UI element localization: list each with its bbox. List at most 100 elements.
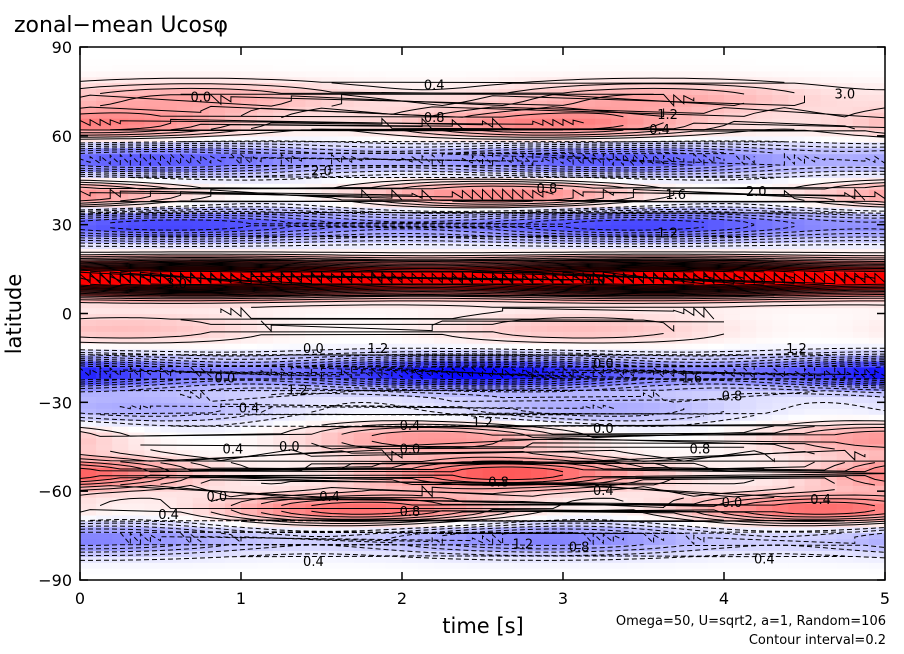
heatmap-cell: [498, 58, 516, 66]
heatmap-cell: [772, 372, 789, 380]
positive-contour: [80, 331, 664, 339]
heatmap-cell: [96, 159, 113, 167]
heatmap-cell: [192, 123, 210, 131]
heatmap-cell: [434, 473, 451, 480]
heatmap-cell: [659, 319, 677, 326]
heatmap-cell: [659, 165, 677, 172]
heatmap-cell: [659, 277, 677, 285]
heatmap-cell: [546, 550, 564, 557]
heatmap-cell: [691, 313, 709, 321]
heatmap-cell: [530, 426, 548, 433]
heatmap-cell: [530, 390, 548, 398]
heatmap-cell: [321, 384, 339, 392]
heatmap-cell: [257, 189, 274, 196]
heatmap-cell: [402, 414, 419, 421]
heatmap-cell: [756, 64, 773, 72]
heatmap-cell: [80, 189, 97, 196]
heatmap-cell: [675, 301, 693, 309]
heatmap-cell: [530, 420, 548, 427]
heatmap-cell: [257, 236, 274, 244]
heatmap-cell: [675, 426, 693, 433]
heatmap-cell: [321, 307, 339, 315]
heatmap-cell: [788, 307, 806, 315]
heatmap-cell: [208, 195, 226, 202]
heatmap-cell: [321, 503, 339, 510]
heatmap-cell: [627, 343, 645, 350]
heatmap-cell: [353, 550, 371, 557]
heatmap-cell: [353, 248, 371, 255]
heatmap-cell: [224, 331, 242, 338]
heatmap-cell: [659, 47, 677, 54]
heatmap-cell: [820, 349, 838, 356]
heatmap-cell: [321, 556, 339, 563]
heatmap-cell: [224, 550, 242, 557]
heatmap-cell: [466, 153, 484, 161]
heatmap-cell: [112, 574, 129, 580]
negative-contour: [80, 413, 704, 422]
heatmap-cell: [482, 532, 500, 540]
heatmap-cell: [691, 153, 709, 161]
heatmap-cell: [707, 147, 725, 155]
heatmap-cell: [466, 52, 484, 60]
heatmap-cell: [96, 112, 113, 119]
heatmap-cell: [112, 301, 129, 309]
heatmap-cell: [208, 562, 226, 569]
heatmap-cell: [80, 218, 97, 226]
heatmap-cell: [208, 556, 226, 563]
heatmap-cell: [144, 550, 162, 557]
heatmap-cell: [337, 171, 355, 178]
heatmap-cell: [321, 100, 339, 107]
heatmap-cell: [289, 526, 306, 534]
heatmap-cell: [852, 242, 870, 249]
heatmap-cell: [273, 538, 290, 546]
heatmap-cell: [369, 550, 387, 557]
heatmap-cell: [530, 550, 548, 557]
heatmap-cell: [418, 313, 435, 321]
heatmap-cell: [305, 568, 323, 575]
heatmap-cell: [112, 242, 129, 249]
heatmap-cell: [289, 47, 306, 54]
heatmap-cell: [675, 574, 693, 580]
positive-contour: [80, 509, 694, 521]
heatmap-cell: [418, 195, 435, 202]
heatmap-cell: [868, 319, 885, 326]
heatmap-cell: [450, 455, 467, 463]
heatmap-cell: [96, 106, 113, 113]
heatmap-cell: [208, 153, 226, 161]
heatmap-cell: [563, 337, 580, 344]
heatmap-cell: [305, 112, 323, 119]
heatmap-cell: [820, 455, 838, 463]
heatmap-cell: [450, 520, 467, 528]
heatmap-cell: [546, 449, 564, 457]
x-tick-label: 1: [236, 589, 246, 608]
heatmap-cell: [579, 402, 596, 409]
heatmap-cell: [112, 414, 129, 421]
heatmap-cell: [482, 384, 500, 392]
heatmap-cell: [627, 277, 645, 285]
heatmap-cell: [369, 343, 387, 350]
heatmap-cell: [96, 443, 113, 451]
heatmap-cell: [321, 420, 339, 427]
heatmap-cell: [740, 307, 757, 315]
heatmap-cell: [740, 455, 757, 463]
heatmap-cell: [836, 449, 854, 457]
heatmap-cell: [353, 319, 371, 326]
contour-label: 0.4: [400, 419, 421, 434]
positive-contour: [80, 463, 885, 474]
heatmap-cell: [466, 70, 484, 78]
heatmap-cell: [434, 118, 451, 125]
heatmap-cell: [128, 189, 145, 196]
heatmap-cell: [208, 272, 226, 279]
heatmap-cell: [273, 384, 290, 392]
heatmap-cell: [337, 449, 355, 457]
heatmap-cell: [579, 343, 596, 350]
heatmap-cell: [305, 544, 323, 551]
heatmap-cell: [321, 443, 339, 451]
negative-contour: [80, 357, 885, 367]
heatmap-cell: [176, 106, 194, 113]
heatmap-cell: [434, 354, 451, 362]
heatmap-cell: [176, 195, 194, 202]
heatmap-cell: [321, 58, 339, 66]
heatmap-cell: [144, 325, 162, 332]
heatmap-cell: [337, 94, 355, 101]
